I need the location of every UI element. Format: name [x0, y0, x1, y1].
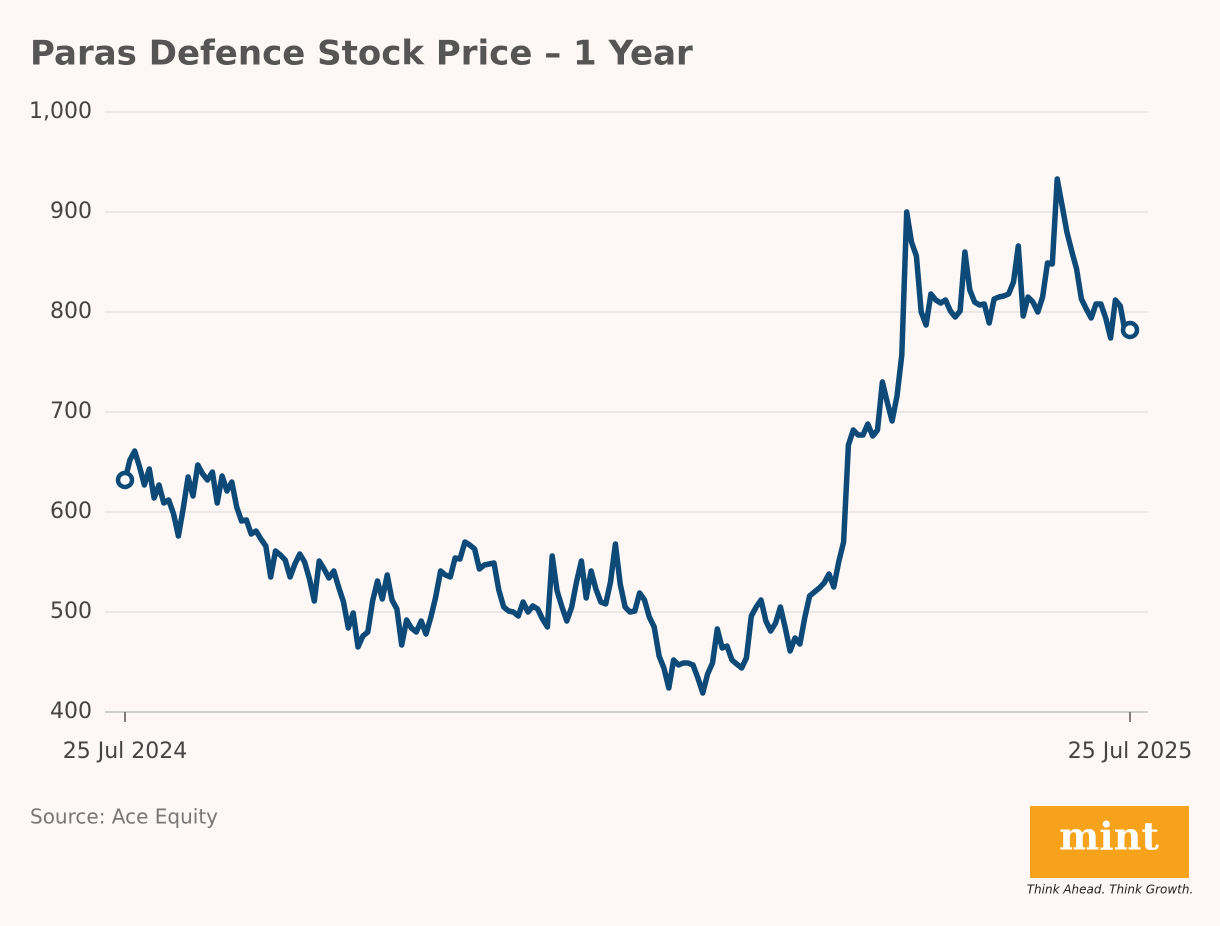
x-tick-label: 25 Jul 2024 — [63, 739, 188, 764]
y-tick-label: 600 — [50, 499, 92, 524]
end-marker — [115, 470, 135, 490]
y-tick-label: 500 — [50, 599, 92, 624]
y-tick-label: 1,000 — [29, 99, 92, 124]
x-tick-label: 25 Jul 2025 — [1068, 739, 1193, 764]
logo: mint — [1059, 814, 1159, 859]
source: Source: Ace Equity — [30, 805, 218, 829]
price-line — [122, 176, 1133, 696]
chart-title: Paras Defence Stock Price – 1 Year — [30, 34, 693, 74]
y-tick-label: 800 — [50, 299, 92, 324]
y-tick-label: 900 — [50, 199, 92, 224]
y-tick-label: 700 — [50, 399, 92, 424]
tagline: Think Ahead. Think Growth. — [1027, 883, 1194, 897]
y-tick-label: 400 — [50, 699, 92, 724]
logo-box — [1030, 806, 1189, 878]
end-marker — [1120, 320, 1140, 340]
